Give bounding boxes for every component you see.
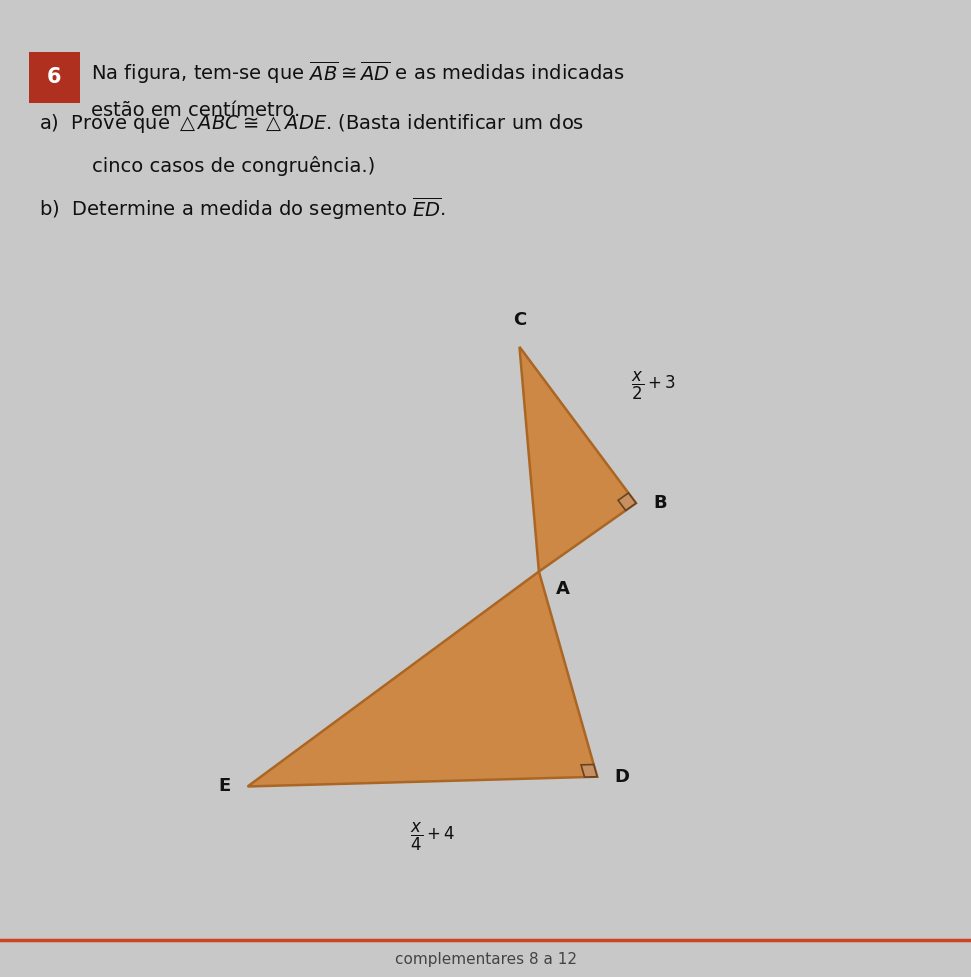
Polygon shape: [519, 347, 636, 572]
Text: complementares 8 a 12: complementares 8 a 12: [394, 952, 577, 967]
Text: b)  Determine a medida do segmento $\overline{ED}$.: b) Determine a medida do segmento $\over…: [39, 195, 446, 222]
Polygon shape: [581, 765, 597, 777]
Text: Na figura, tem-se que $\overline{AB} \cong \overline{AD}$ e as medidas indicadas: Na figura, tem-se que $\overline{AB} \co…: [91, 60, 625, 86]
Text: D: D: [615, 768, 629, 786]
Text: A: A: [556, 580, 570, 598]
Polygon shape: [619, 493, 636, 510]
Bar: [29, 52, 80, 103]
Text: B: B: [653, 494, 667, 512]
Text: 6: 6: [48, 67, 61, 87]
Polygon shape: [248, 572, 597, 786]
Text: C: C: [513, 312, 526, 329]
Text: estão em centímetro.: estão em centímetro.: [91, 102, 300, 120]
Text: E: E: [218, 778, 230, 795]
Text: $\dfrac{x}{2}+3$: $\dfrac{x}{2}+3$: [631, 370, 676, 402]
Text: cinco casos de congruência.): cinco casos de congruência.): [92, 156, 376, 176]
Text: $\dfrac{x}{4}+4$: $\dfrac{x}{4}+4$: [410, 821, 454, 853]
Text: a)  Prove que $\triangle ABC \cong \triangle ADE$. (Basta identificar um dos: a) Prove que $\triangle ABC \cong \trian…: [39, 112, 584, 136]
